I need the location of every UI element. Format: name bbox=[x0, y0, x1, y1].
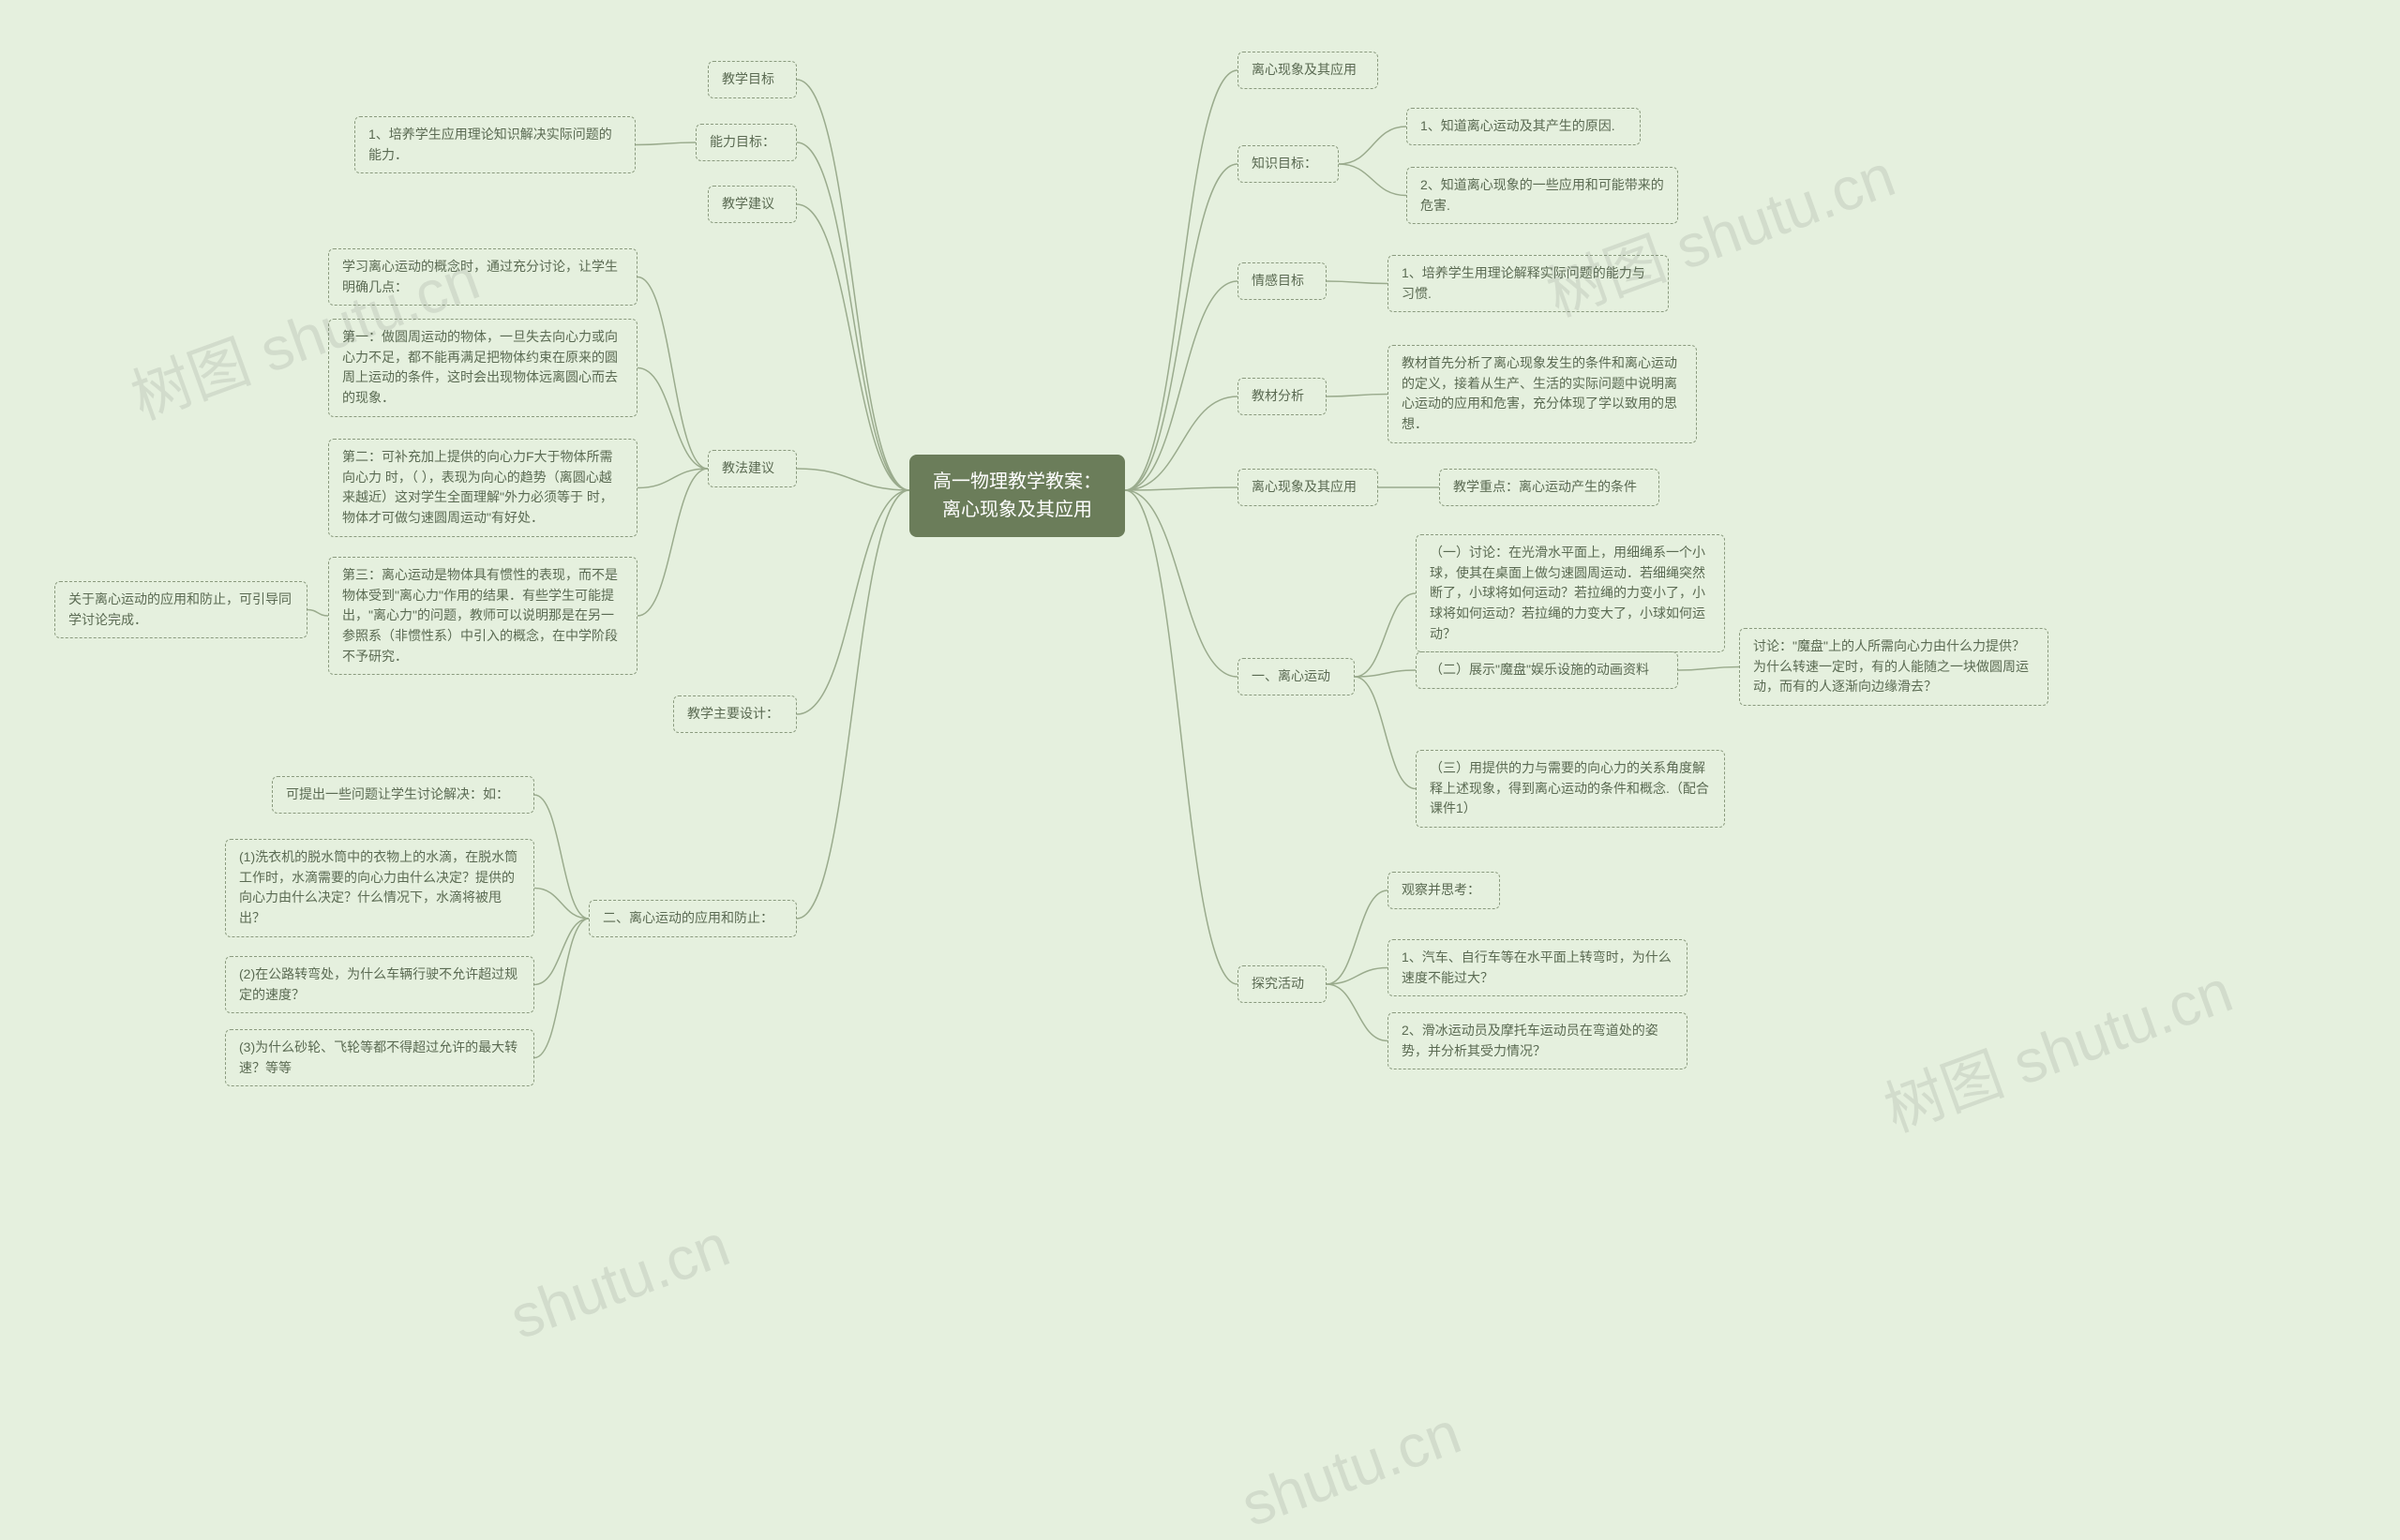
mindmap-node: 关于离心运动的应用和防止，可引导同学讨论完成． bbox=[54, 581, 308, 638]
mindmap-node: 1、培养学生应用理论知识解决实际问题的能力． bbox=[354, 116, 636, 173]
mindmap-node: 第三：离心运动是物体具有惯性的表现，而不是物体受到"离心力"作用的结果．有些学生… bbox=[328, 557, 638, 675]
mindmap-node: 1、知道离心运动及其产生的原因. bbox=[1406, 108, 1641, 145]
mindmap-node: 教材首先分析了离心现象发生的条件和离心运动的定义，接着从生产、生活的实际问题中说… bbox=[1388, 345, 1697, 443]
mindmap-node: 一、离心运动 bbox=[1238, 658, 1355, 695]
watermark: shutu.cn bbox=[502, 1210, 739, 1353]
mindmap-node: 离心现象及其应用 bbox=[1238, 52, 1378, 89]
connector-layer bbox=[0, 0, 2400, 1467]
mindmap-node: 教学主要设计： bbox=[673, 695, 797, 733]
watermark: 树图 shutu.cn bbox=[1871, 943, 2242, 1148]
mindmap-node: 知识目标： bbox=[1238, 145, 1339, 183]
mindmap-node: 第一：做圆周运动的物体，一旦失去向心力或向心力不足，都不能再满足把物体约束在原来… bbox=[328, 319, 638, 417]
center-text: 高一物理教学教案：离心现象及其应用 bbox=[933, 471, 1102, 520]
mindmap-node: 离心现象及其应用 bbox=[1238, 469, 1378, 506]
center-node: 高一物理教学教案：离心现象及其应用 bbox=[909, 455, 1125, 537]
mindmap-node: (3)为什么砂轮、飞轮等都不得超过允许的最大转速？等等 bbox=[225, 1029, 534, 1086]
mindmap-node: 2、滑冰运动员及摩托车运动员在弯道处的姿势，并分析其受力情况？ bbox=[1388, 1012, 1688, 1069]
mindmap-node: 2、知道离心现象的一些应用和可能带来的危害. bbox=[1406, 167, 1678, 224]
watermark: shutu.cn bbox=[1233, 1398, 1470, 1540]
mindmap-node: 能力目标： bbox=[696, 124, 797, 161]
mindmap-node: 教材分析 bbox=[1238, 378, 1327, 415]
mindmap-node: （一）讨论：在光滑水平面上，用细绳系一个小球，使其在桌面上做匀速圆周运动．若细绳… bbox=[1416, 534, 1725, 652]
mindmap-node: (2)在公路转弯处，为什么车辆行驶不允许超过规定的速度？ bbox=[225, 956, 534, 1013]
mindmap-node: 教学重点：离心运动产生的条件 bbox=[1439, 469, 1659, 506]
mindmap-node: 讨论："魔盘"上的人所需向心力由什么力提供？为什么转速一定时，有的人能随之一块做… bbox=[1739, 628, 2048, 706]
mindmap-node: 第二：可补充加上提供的向心力F大于物体所需向心力 时，（ ），表现为向心的趋势（… bbox=[328, 439, 638, 537]
mindmap-node: 教法建议 bbox=[708, 450, 797, 487]
mindmap-node: 可提出一些问题让学生讨论解决：如： bbox=[272, 776, 534, 814]
mindmap-node: 1、培养学生用理论解释实际问题的能力与习惯. bbox=[1388, 255, 1669, 312]
mindmap-node: 情感目标 bbox=[1238, 262, 1327, 300]
mindmap-node: （三）用提供的力与需要的向心力的关系角度解释上述现象，得到离心运动的条件和概念.… bbox=[1416, 750, 1725, 828]
mindmap-node: 教学目标 bbox=[708, 61, 797, 98]
mindmap-node: 学习离心运动的概念时，通过充分讨论，让学生明确几点： bbox=[328, 248, 638, 306]
mindmap-node: （二）展示"魔盘"娱乐设施的动画资料 bbox=[1416, 651, 1678, 689]
mindmap-node: 探究活动 bbox=[1238, 965, 1327, 1003]
mindmap-node: 观察并思考： bbox=[1388, 872, 1500, 909]
mindmap-node: 1、汽车、自行车等在水平面上转弯时，为什么速度不能过大？ bbox=[1388, 939, 1688, 996]
mindmap-node: 教学建议 bbox=[708, 186, 797, 223]
mindmap-node: (1)洗衣机的脱水筒中的衣物上的水滴，在脱水筒工作时，水滴需要的向心力由什么决定… bbox=[225, 839, 534, 937]
mindmap-node: 二、离心运动的应用和防止： bbox=[589, 900, 797, 937]
